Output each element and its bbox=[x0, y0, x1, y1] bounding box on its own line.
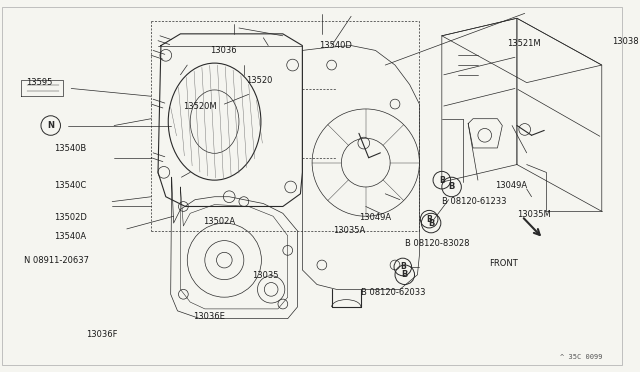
Text: 13049A: 13049A bbox=[495, 180, 527, 189]
Text: 13036E: 13036E bbox=[193, 312, 225, 321]
Text: 13520: 13520 bbox=[246, 76, 272, 85]
Text: 13521M: 13521M bbox=[507, 39, 541, 48]
Text: 13035M: 13035M bbox=[517, 210, 550, 219]
Text: 13540A: 13540A bbox=[54, 232, 86, 241]
Text: N: N bbox=[47, 121, 54, 130]
Text: FRONT: FRONT bbox=[490, 259, 518, 267]
Text: 13502A: 13502A bbox=[203, 217, 235, 225]
Text: 13035: 13035 bbox=[252, 271, 278, 280]
Text: 13035A: 13035A bbox=[333, 227, 366, 235]
Text: ^ 35C 0099: ^ 35C 0099 bbox=[560, 354, 603, 360]
Text: B: B bbox=[426, 215, 432, 224]
Text: B: B bbox=[400, 263, 406, 272]
Text: B: B bbox=[401, 270, 408, 279]
Text: B 08120-83028: B 08120-83028 bbox=[404, 239, 469, 248]
Text: 13540C: 13540C bbox=[54, 180, 86, 189]
Text: N 08911-20637: N 08911-20637 bbox=[24, 256, 90, 264]
Text: 13502D: 13502D bbox=[54, 213, 86, 222]
Text: 13540D: 13540D bbox=[319, 41, 352, 50]
Text: 13595: 13595 bbox=[26, 78, 52, 87]
Text: B: B bbox=[449, 183, 455, 192]
Text: 13520M: 13520M bbox=[184, 103, 217, 112]
Text: B: B bbox=[428, 219, 435, 228]
Text: 13049A: 13049A bbox=[359, 213, 391, 222]
Text: B: B bbox=[439, 176, 445, 185]
Text: 13036F: 13036F bbox=[86, 330, 117, 339]
Text: B 08120-61233: B 08120-61233 bbox=[442, 197, 506, 206]
Text: 13038: 13038 bbox=[612, 37, 639, 46]
Text: B 08120-62033: B 08120-62033 bbox=[361, 288, 426, 297]
Text: 13036: 13036 bbox=[210, 46, 236, 55]
Text: 13540B: 13540B bbox=[54, 144, 86, 153]
